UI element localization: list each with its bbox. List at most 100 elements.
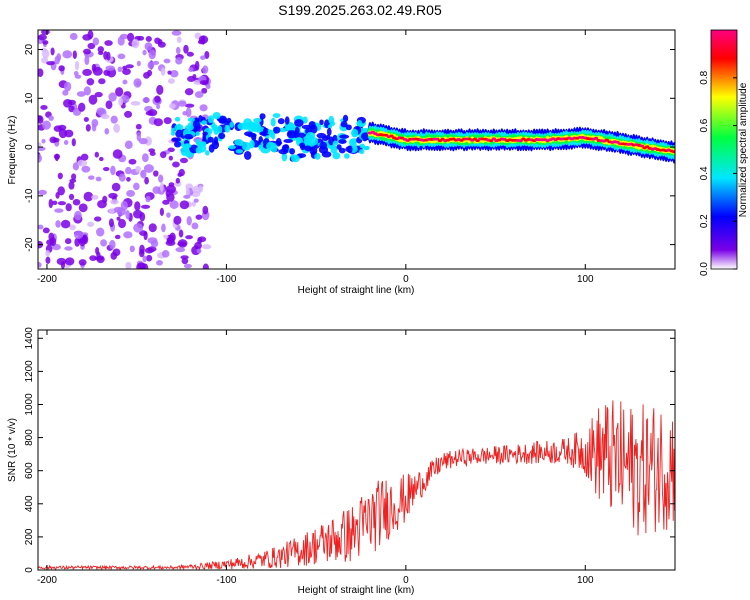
heatmap-blob [95,176,102,182]
heatmap-blob [174,141,182,148]
heatmap-blob [51,200,58,206]
heatmap-blob [42,120,51,130]
heatmap-blob [147,61,155,69]
heatmap-blob [91,194,99,200]
heatmap-blob [84,55,90,66]
heatmap-blob [38,154,42,163]
heatmap-blob [157,41,166,48]
heatmap-blob [87,221,95,227]
heatmap-blob [131,38,140,49]
heatmap-blob [193,198,199,203]
heatmap-blob [347,145,353,154]
heatmap-blob [191,201,196,207]
heatmap-blob [207,136,214,143]
heatmap-blob [136,131,142,142]
snr-xtick-label: -100 [216,575,236,586]
heatmap-blob [68,193,75,201]
heatmap-blob [200,55,206,60]
snr-ytick-label: 1400 [24,327,35,350]
heatmap-blob [104,40,113,46]
heatmap-blob [202,65,209,74]
heatmap-blob [200,141,207,146]
heatmap-blob [173,215,182,225]
heatmap-blob [72,162,80,171]
heatmap-blob [294,119,304,127]
heatmap-blob [58,65,65,72]
heatmap-blob [183,263,192,269]
heatmap-blob [133,223,144,233]
heatmap-blob [167,78,175,84]
heatmap-blob [183,44,189,54]
heatmap-blob [195,214,203,220]
heatmap-blob [144,136,152,146]
heatmap-blob [359,143,366,149]
heatmap-blob [175,177,181,184]
heatmap-blob [38,115,44,124]
heatmap-blob [38,68,44,77]
heatmap-blob [175,247,186,253]
heatmap-blob [145,36,152,42]
heatmap-blob [83,86,91,96]
heatmap-blob [314,152,321,160]
heatmap-blob [60,219,71,229]
heatmap-blob [217,125,223,135]
heatmap-blob [287,123,295,128]
heatmap-blob [358,149,365,155]
heatmap-blob [114,234,121,240]
heatmap-blob [198,185,203,193]
heatmap-tone-cell [491,137,496,141]
heatmap-blob [130,101,141,106]
heatmap-blob [171,30,182,36]
heatmap-blob [98,156,104,162]
heatmap-blob [184,103,195,108]
heatmap-blob [77,102,86,112]
heatmap-blob [63,81,72,92]
heatmap-blob [224,124,231,133]
heatmap-blob [185,107,192,118]
heatmap-blob [38,146,46,151]
heatmap-blob [272,113,281,118]
spectrogram-xlabel: Height of straight line (km) [298,285,415,296]
heatmap-blob [96,227,105,237]
heatmap-blob [69,224,76,231]
heatmap-blob [143,164,154,173]
heatmap-blob [98,78,106,85]
heatmap-blob [57,124,67,131]
heatmap-blob [204,50,210,59]
colorbar-gradient [710,29,738,270]
heatmap-blob [275,137,282,147]
heatmap-blob [82,68,92,77]
heatmap-blob [62,50,73,59]
heatmap-blob [117,66,123,73]
heatmap-blob [38,34,47,41]
heatmap-blob [184,88,194,96]
heatmap-blob [73,71,79,77]
heatmap-blob [87,175,95,180]
heatmap-blob [165,239,176,246]
heatmap-blob [105,65,116,71]
heatmap-blob [97,46,105,53]
heatmap-blob [38,262,42,268]
heatmap-tone-cell [488,139,494,143]
heatmap-blob [41,30,50,35]
heatmap-blob [100,113,110,120]
heatmap-blob [286,130,297,139]
heatmap-blob [134,201,141,211]
heatmap-blob [38,189,47,196]
heatmap-blob [118,173,126,182]
heatmap-blob [45,249,51,257]
heatmap-blob [95,247,100,255]
heatmap-blob [278,127,287,133]
heatmap-blob [72,50,77,60]
snr-ytick-label: 600 [24,462,35,479]
colorbar-tick-label: 0.2 [699,214,710,228]
heatmap-blob [305,131,316,140]
heatmap-blob [149,151,156,156]
spectrogram-ytick-label: -20 [24,237,35,252]
heatmap-blob [113,206,124,213]
heatmap-blob [180,255,189,260]
colorbar-tick-label: 0.6 [699,118,710,132]
heatmap-blob [181,257,189,265]
heatmap-blob [211,140,220,150]
